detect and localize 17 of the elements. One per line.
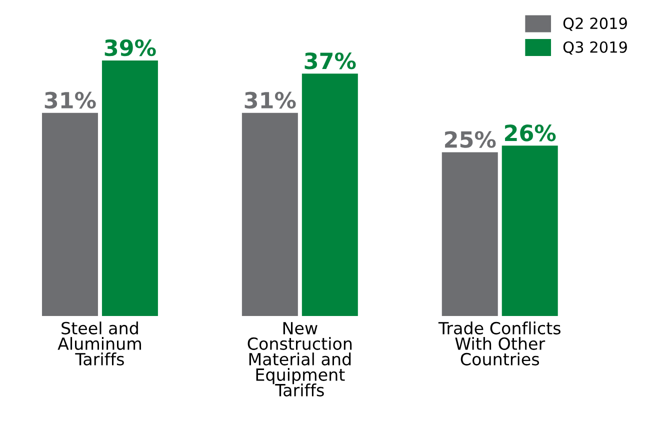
data-label: 31%	[44, 92, 96, 109]
data-label: 37%	[304, 52, 356, 70]
x-tick-label: Trade Conflicts With Other Countries	[438, 322, 560, 366]
data-label: 39%	[104, 39, 156, 56]
bar	[442, 152, 498, 316]
x-tick-label: Steel and Aluminum Tariffs	[58, 322, 141, 366]
bar	[42, 112, 98, 316]
legend-label: Q3 2019	[563, 41, 627, 55]
bar	[102, 60, 158, 316]
data-label: 26%	[505, 124, 556, 142]
bar	[302, 74, 358, 316]
data-label: 31%	[244, 92, 296, 109]
data-label: 25%	[445, 131, 496, 148]
legend-label: Q2 2019	[563, 18, 627, 31]
x-tick-label: New Construction Material and Equipment Tariffs	[248, 322, 352, 396]
bar	[242, 112, 298, 316]
bar	[502, 146, 558, 316]
